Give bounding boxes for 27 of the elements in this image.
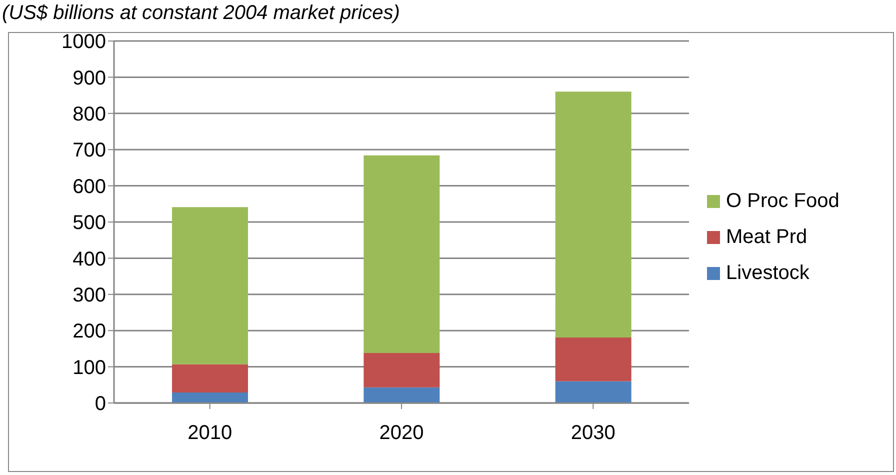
bar [555,337,632,382]
y-tick-label: 400 [72,248,106,270]
y-tick-label: 300 [72,284,106,306]
bar [172,392,248,403]
y-tick-label: 700 [72,140,106,162]
bar [555,381,632,403]
x-tick-label: 2010 [188,422,232,444]
y-tick-label: 500 [72,212,106,234]
legend-label: Livestock [726,262,810,284]
bar [364,353,440,388]
bar [364,387,440,403]
y-tick-label: 100 [72,356,106,379]
legend-label: O Proc Food [726,190,840,212]
chart-title: (US$ billions at constant 2004 market prices) [2,2,400,25]
bar [172,364,248,392]
bar [364,155,440,354]
bar [555,92,632,338]
y-tick-label: 800 [72,104,106,126]
y-tick-label: 0 [94,393,106,416]
y-tick-label: 600 [72,176,106,198]
y-tick-label: 900 [72,67,106,90]
x-tick-label: 2020 [379,422,424,444]
x-tick-label: 2030 [570,422,616,444]
bar [172,207,248,364]
y-tick-label: 200 [72,320,106,343]
y-tick-label: 1000 [62,31,106,54]
legend-label: Meat Prd [726,226,808,248]
